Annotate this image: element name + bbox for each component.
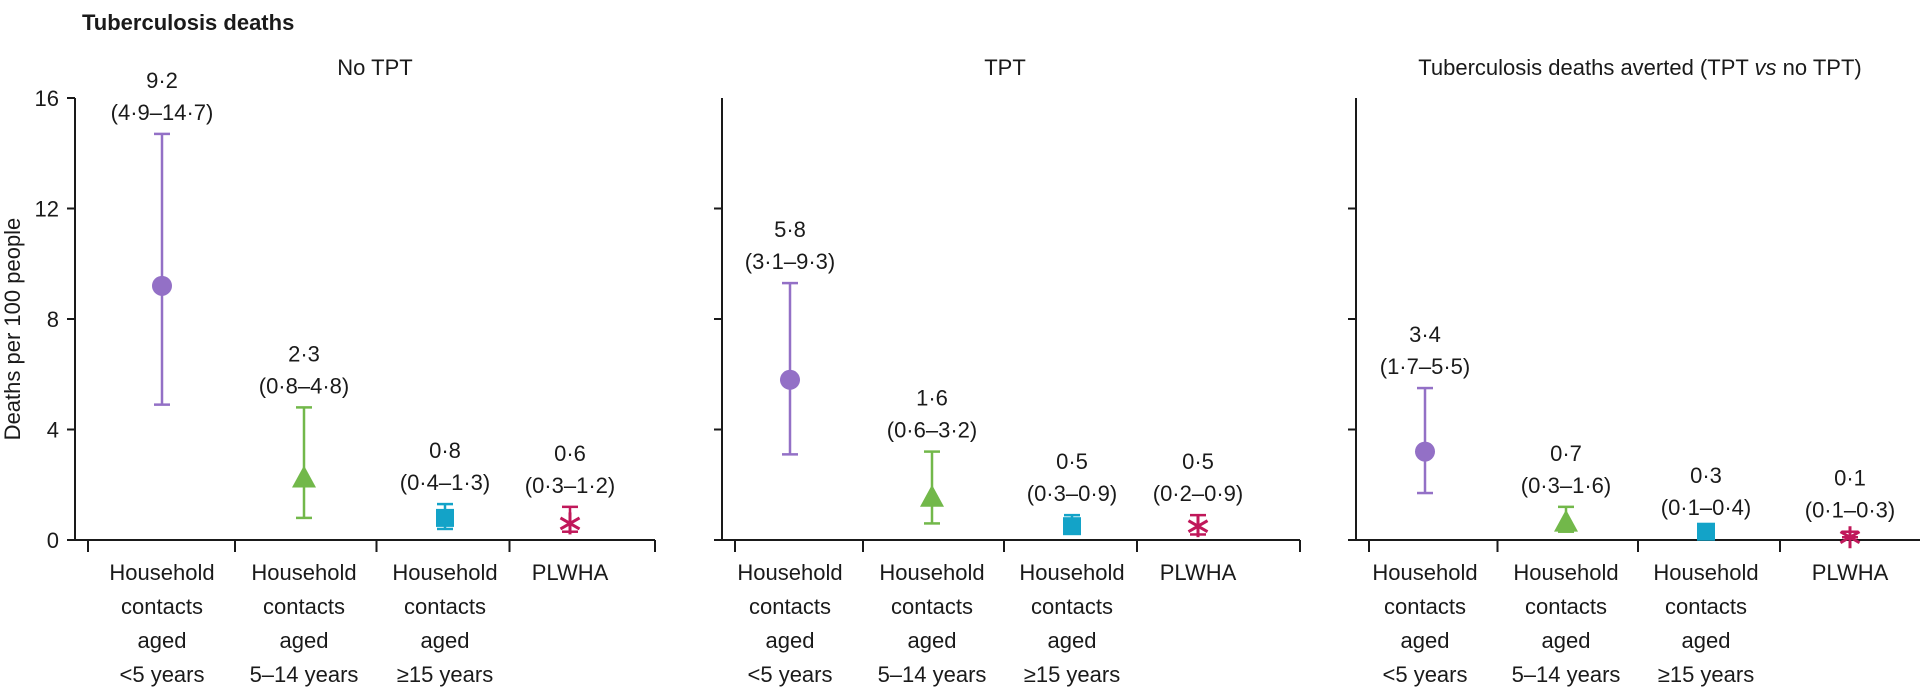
category-label: Household	[251, 560, 356, 585]
panel-2-title: TPT	[984, 55, 1026, 80]
ci-label: (3·1–9·3)	[745, 249, 835, 274]
category-label: aged	[1682, 628, 1731, 653]
category-label: contacts	[891, 594, 973, 619]
ci-label: (1·7–5·5)	[1380, 354, 1470, 379]
data-point-triangle	[920, 484, 944, 507]
category-label: Household	[737, 560, 842, 585]
value-label: 0·3	[1690, 463, 1722, 488]
panel-1: No TPT 0 4 8 12 16 Deaths per 100 people Househ…	[0, 55, 656, 687]
category-label: 5–14 years	[1512, 662, 1621, 687]
category-label: contacts	[263, 594, 345, 619]
y-tick-label: 16	[35, 86, 59, 111]
category-label: Household	[1019, 560, 1124, 585]
panels: No TPT 0 4 8 12 16 Deaths per 100 people Househ…	[0, 55, 1920, 687]
category-label: <5 years	[1383, 662, 1468, 687]
value-label: 0·5	[1056, 449, 1088, 474]
category-label: ≥15 years	[1024, 662, 1120, 687]
panel-2: TPT Household contacts aged <5 years Househol…	[714, 55, 1301, 687]
data-point-triangle	[292, 465, 316, 488]
panel-title-part: Tuberculosis deaths averted (TPT	[1418, 55, 1754, 80]
figure-title: Tuberculosis deaths	[82, 10, 294, 35]
panel-title-end: no TPT)	[1777, 55, 1862, 80]
category-label: aged	[421, 628, 470, 653]
data-point-circle	[152, 275, 172, 296]
category-label: aged	[1401, 628, 1450, 653]
panel-1-title: No TPT	[337, 55, 412, 80]
category-label: Household	[1513, 560, 1618, 585]
ci-label: (0·3–1·6)	[1521, 473, 1611, 498]
ci-label: (0·4–1·3)	[400, 470, 490, 495]
value-label: 0·5	[1182, 449, 1214, 474]
category-label: Household	[392, 560, 497, 585]
panel-title-part: No TPT	[337, 55, 412, 80]
y-tick-label: 12	[35, 197, 59, 222]
y-tick-label: 4	[47, 418, 59, 443]
category-label: Household	[109, 560, 214, 585]
value-label: 9·2	[146, 68, 178, 93]
category-label: aged	[1048, 628, 1097, 653]
category-label: Household	[879, 560, 984, 585]
category-label: PLWHA	[1812, 560, 1889, 585]
category-label: 5–14 years	[878, 662, 987, 687]
data-point-square	[1697, 522, 1715, 541]
category-label: Household	[1372, 560, 1477, 585]
panel-3-title: Tuberculosis deaths averted (TPT vs no T…	[1418, 55, 1861, 80]
data-point-circle	[1415, 441, 1435, 462]
value-label: 2·3	[288, 341, 320, 366]
value-label: 0·6	[554, 441, 586, 466]
category-label: aged	[1542, 628, 1591, 653]
category-label: contacts	[1665, 594, 1747, 619]
category-label: ≥15 years	[1658, 662, 1754, 687]
value-label: 5·8	[774, 217, 806, 242]
value-label: 3·4	[1409, 322, 1441, 347]
category-label: PLWHA	[1160, 560, 1237, 585]
data-point-asterisk	[559, 516, 581, 531]
y-tick-label: 8	[47, 307, 59, 332]
panel-3: Tuberculosis deaths averted (TPT vs no T…	[1348, 55, 1920, 687]
value-label: 0·1	[1834, 466, 1866, 491]
category-label: PLWHA	[532, 560, 609, 585]
ci-label: (0·1–0·4)	[1661, 495, 1751, 520]
ci-label: (0·2–0·9)	[1153, 481, 1243, 506]
value-label: 1·6	[916, 386, 948, 411]
category-label: aged	[280, 628, 329, 653]
category-label: Household	[1653, 560, 1758, 585]
data-point-square	[1063, 517, 1081, 536]
category-label: contacts	[1384, 594, 1466, 619]
panel-title-italic: vs	[1755, 55, 1777, 80]
category-label: aged	[766, 628, 815, 653]
y-axis-title: Deaths per 100 people	[0, 218, 25, 441]
category-label: <5 years	[748, 662, 833, 687]
value-label: 0·7	[1550, 441, 1582, 466]
ci-label: (0·3–1·2)	[525, 473, 615, 498]
data-point-asterisk	[1839, 530, 1861, 545]
data-point-triangle	[1554, 509, 1578, 532]
category-label: contacts	[1031, 594, 1113, 619]
ci-label: (0·6–3·2)	[887, 418, 977, 443]
panel-title-part: TPT	[984, 55, 1026, 80]
value-label: 0·8	[429, 438, 461, 463]
category-label: aged	[138, 628, 187, 653]
data-point-asterisk	[1187, 519, 1209, 533]
ci-label: (4·9–14·7)	[111, 100, 214, 125]
category-label: contacts	[749, 594, 831, 619]
category-label: contacts	[404, 594, 486, 619]
category-label: <5 years	[120, 662, 205, 687]
y-tick-label: 0	[47, 528, 59, 553]
category-label: contacts	[1525, 594, 1607, 619]
ci-label: (0·8–4·8)	[259, 373, 349, 398]
category-label: contacts	[121, 594, 203, 619]
category-label: ≥15 years	[397, 662, 493, 687]
category-label: 5–14 years	[250, 662, 359, 687]
data-point-square	[436, 508, 454, 527]
category-label: aged	[908, 628, 957, 653]
data-point-circle	[780, 369, 800, 390]
ci-label: (0·3–0·9)	[1027, 481, 1117, 506]
ci-label: (0·1–0·3)	[1805, 498, 1895, 523]
